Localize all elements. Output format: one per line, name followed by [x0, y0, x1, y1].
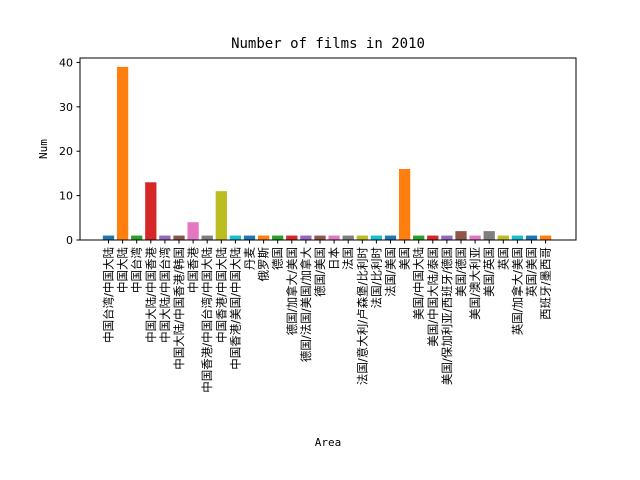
y-axis: 0 10 20 30 40 — [59, 56, 80, 247]
bar — [215, 191, 227, 240]
bar — [356, 235, 368, 240]
x-tick-label: 法国/比利时 — [369, 247, 383, 309]
bar — [145, 182, 157, 240]
y-tick-label: 30 — [59, 101, 73, 114]
x-tick-label: 法国/意大利/卢森堡/比利时 — [355, 247, 369, 386]
x-tick-label: 美国 — [398, 247, 412, 270]
bar — [314, 235, 326, 240]
bar — [511, 235, 524, 240]
y-axis-label: Num — [37, 139, 50, 159]
plot-frame — [79, 57, 577, 241]
bar — [187, 222, 199, 240]
bar — [413, 235, 425, 240]
x-tick-label: 德国/美国 — [313, 247, 327, 297]
bar — [427, 235, 439, 240]
x-tick-label: 法国/美国 — [384, 247, 398, 297]
bar — [243, 235, 256, 240]
x-tick-label: 美国/英国 — [482, 247, 496, 297]
x-tick-label: 美国/德国 — [454, 247, 468, 297]
x-tick-label: 法国 — [341, 247, 355, 270]
x-tick-label: 德国/加拿大/美国 — [285, 247, 299, 335]
y-tick-label: 40 — [59, 56, 73, 69]
bar — [131, 235, 143, 240]
bar — [229, 235, 242, 240]
y-tick-label: 0 — [66, 234, 73, 247]
bar — [539, 235, 552, 240]
bar — [384, 235, 397, 240]
bar — [455, 231, 467, 240]
x-tick-label: 中国香港 — [186, 247, 200, 293]
bar — [441, 235, 453, 240]
x-tick-label: 美国/保加利亚/西班牙/德国 — [440, 247, 454, 385]
bar — [272, 235, 284, 240]
x-tick-label: 中国台湾/中国大陆 — [102, 247, 116, 343]
x-tick-label: 美国/中国大陆 — [412, 247, 426, 320]
x-tick-label: 英国/美国 — [525, 247, 539, 297]
x-tick-label: 中国大陆/中国香港 — [144, 247, 158, 343]
x-tick-label: 西班牙/墨西哥 — [539, 247, 553, 320]
x-tick-label: 中国香港/中国台湾/中国大陆 — [200, 247, 214, 393]
bar — [483, 231, 495, 240]
x-tick-label: 美国/中国大陆/泰国 — [426, 247, 440, 347]
x-tick-label: 中国香港/中国大陆 — [214, 247, 228, 343]
x-tick-label: 日本 — [327, 247, 341, 270]
y-tick-label: 20 — [59, 145, 73, 158]
bar — [342, 235, 354, 240]
x-tick-label: 丹麦 — [243, 247, 257, 270]
bar — [497, 235, 509, 240]
x-tick-label: 美国/澳大利亚 — [468, 247, 482, 320]
x-tick-label: 中国大陆 — [116, 247, 130, 293]
bars-group — [102, 66, 552, 240]
x-tick-label: 中国台湾 — [130, 247, 144, 293]
x-tick-label: 中国香港/美国/中国大陆 — [228, 247, 242, 370]
bar — [201, 235, 213, 240]
bar — [116, 66, 129, 240]
bar — [286, 235, 298, 240]
bar — [398, 168, 411, 240]
x-tick-label: 俄罗斯 — [257, 247, 271, 282]
x-tick-label: 英国 — [496, 247, 510, 270]
bar — [257, 235, 270, 240]
chart-title: Number of films in 2010 — [231, 36, 425, 52]
y-tick-label: 10 — [59, 190, 73, 203]
bar — [300, 235, 312, 240]
x-tick-label: 中国大陆/中国香港/韩国 — [172, 247, 186, 370]
bar — [159, 235, 171, 240]
x-tick-label: 德国 — [271, 247, 285, 270]
x-tick-label: 德国/法国/美国/加拿大 — [299, 247, 313, 363]
bar — [370, 235, 383, 240]
bar — [525, 235, 538, 240]
x-axis: 中国台湾/中国大陆 中国大陆 中国台湾 中国大陆/中国香港 中国大陆/中国台湾 中国大陆/… — [102, 240, 553, 393]
bar — [469, 235, 481, 240]
x-tick-label: 中国大陆/中国台湾 — [158, 247, 172, 343]
bar — [102, 235, 115, 240]
x-axis-label: Area — [315, 436, 342, 449]
bar — [328, 235, 340, 240]
x-tick-label: 英国/加拿大/美国 — [510, 247, 524, 335]
bar — [173, 235, 185, 240]
